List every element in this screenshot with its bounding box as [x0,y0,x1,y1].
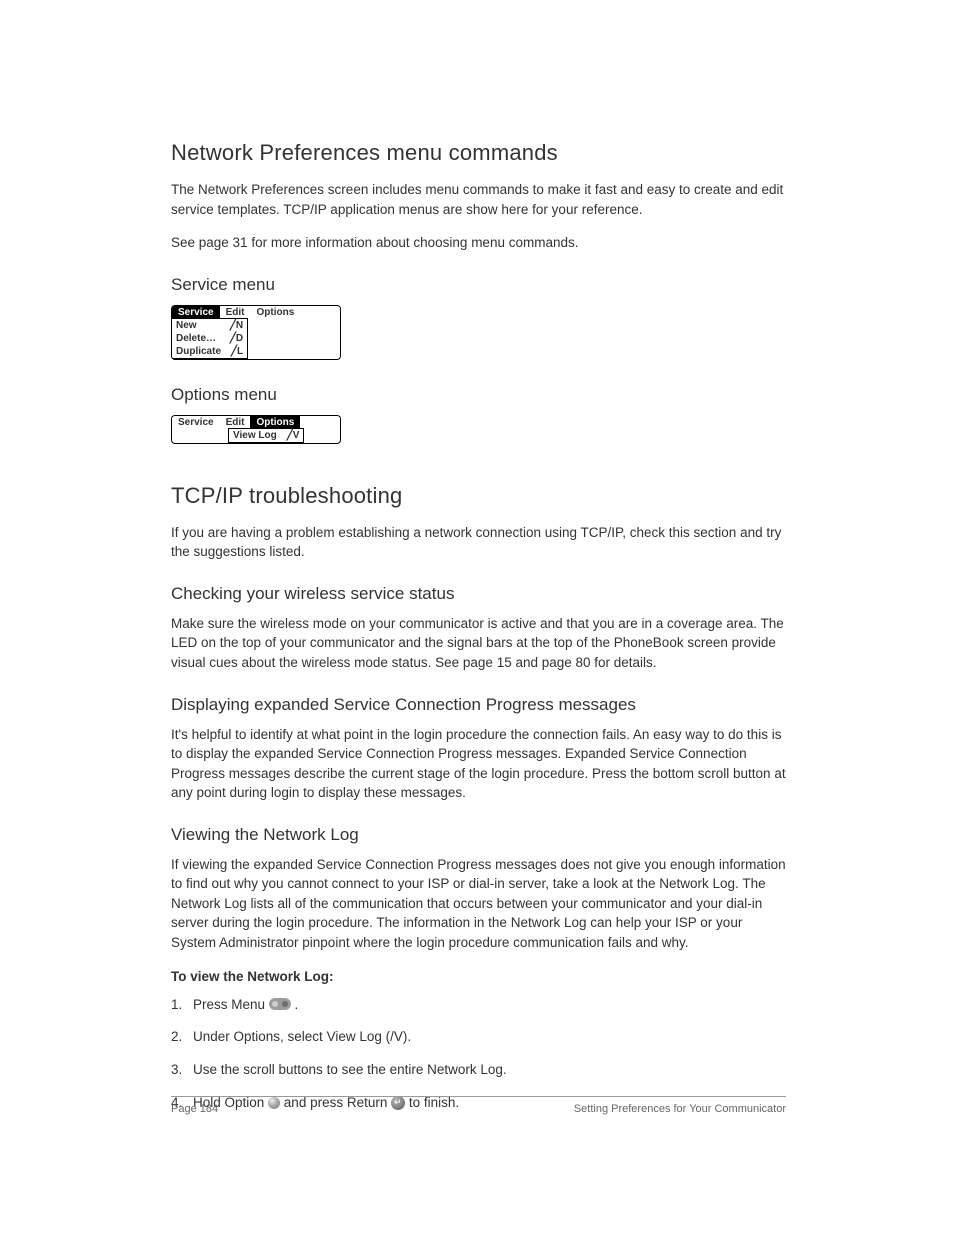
menu-item-delete: Delete… ╱D [172,332,247,345]
menu-shortcut: ╱L [231,345,243,358]
menu-dropdown: New ╱N Delete… ╱D Duplicate ╱L [171,318,248,359]
paragraph: Make sure the wireless mode on your comm… [171,614,786,673]
step-text: Use the scroll buttons to see the entire… [193,1062,507,1077]
menu-item-label: View Log [233,429,277,442]
step-number: 2. [171,1028,182,1047]
step-text: . [291,997,299,1012]
heading-service-menu: Service menu [171,275,786,295]
heading-wireless-status: Checking your wireless service status [171,584,786,604]
heading-network-log: Viewing the Network Log [171,825,786,845]
step-item: 2. Under Options, select View Log (/V). [171,1028,786,1047]
paragraph-see-also: See page 31 for more information about c… [171,233,786,253]
heading-expanded-messages: Displaying expanded Service Connection P… [171,695,786,715]
heading-network-prefs: Network Preferences menu commands [171,140,786,166]
menu-button-icon [269,998,291,1010]
menu-tab-service: Service [172,416,220,429]
menu-item-duplicate: Duplicate ╱L [172,345,247,358]
service-menu-figure: Service Edit Options New ╱N Delete… ╱D [171,305,323,371]
menu-item-new: New ╱N [172,319,247,332]
step-item: 3. Use the scroll buttons to see the ent… [171,1061,786,1080]
menu-dropdown: View Log ╱V [228,428,304,443]
steps-heading: To view the Network Log: [171,969,786,984]
menu-item-viewlog: View Log ╱V [229,429,303,442]
step-text: Press Menu [193,997,269,1012]
paragraph: It's helpful to identify at what point i… [171,725,786,803]
step-item: 1. Press Menu . [171,996,786,1015]
document-page: Network Preferences menu commands The Ne… [0,0,954,1235]
heading-tcpip-troubleshooting: TCP/IP troubleshooting [171,483,786,509]
paragraph: The Network Preferences screen includes … [171,180,786,219]
menu-shortcut: ╱D [230,332,243,345]
heading-options-menu: Options menu [171,385,786,405]
options-menu-figure: Service Edit Options View Log ╱V [171,415,323,455]
menu-item-label: Delete… [176,332,216,345]
menu-tab-options: Options [250,306,300,319]
page-number: Page 184 [171,1103,218,1115]
menu-spacer [300,306,340,319]
page-footer: Page 184 Setting Preferences for Your Co… [171,1096,786,1115]
menubar-figure: Service Edit Options New ╱N Delete… ╱D [171,305,341,360]
menubar-figure: Service Edit Options View Log ╱V [171,415,341,444]
step-text: Under Options, select View Log (/V). [193,1029,411,1044]
menu-shortcut: ╱N [230,319,243,332]
paragraph: If you are having a problem establishing… [171,523,786,562]
menu-spacer [300,416,340,429]
paragraph: If viewing the expanded Service Connecti… [171,855,786,953]
menu-shortcut: ╱V [287,429,300,442]
footer-section-title: Setting Preferences for Your Communicato… [574,1103,786,1115]
menu-item-label: Duplicate [176,345,221,358]
step-number: 1. [171,996,182,1015]
step-number: 3. [171,1061,182,1080]
menu-item-label: New [176,319,197,332]
